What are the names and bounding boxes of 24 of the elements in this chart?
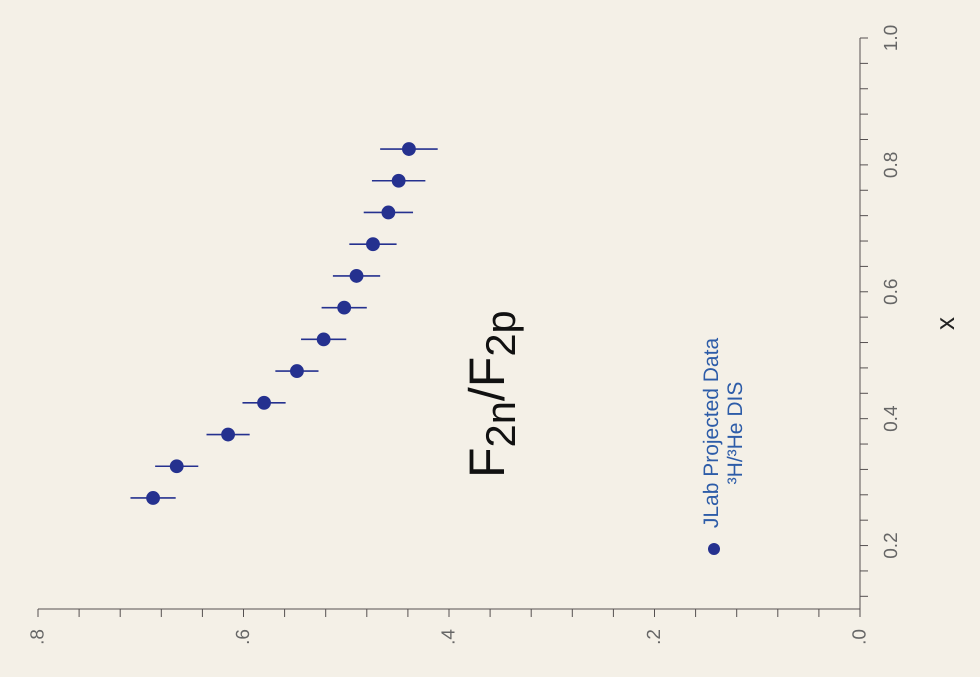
- x-tick-label: .0: [850, 629, 870, 645]
- point: [350, 269, 364, 283]
- point: [257, 396, 271, 410]
- x-tick-label: .4: [438, 628, 460, 645]
- point: [381, 206, 396, 220]
- y-tick-label: 1.0: [880, 24, 902, 52]
- point: [290, 364, 304, 378]
- x-tick-label: .8: [28, 629, 48, 645]
- text: JLab Projected Data ³H/³He DIS: [700, 336, 748, 530]
- point: [392, 174, 406, 188]
- point: [146, 491, 160, 505]
- y-axis-title: x: [930, 317, 960, 330]
- point: [337, 300, 352, 315]
- point: [221, 428, 235, 442]
- point: [366, 237, 380, 252]
- y-tick-label: 0.8: [880, 152, 902, 178]
- point: [316, 332, 331, 346]
- point: [402, 142, 416, 156]
- y-tick-label: 0.6: [880, 278, 902, 305]
- x-tick-label: .2: [644, 629, 665, 645]
- point: [170, 459, 184, 474]
- y-tick-label: 0.2: [880, 532, 902, 559]
- x-tick-label: .6: [233, 629, 254, 645]
- y-tick-label: 0.4: [880, 405, 902, 432]
